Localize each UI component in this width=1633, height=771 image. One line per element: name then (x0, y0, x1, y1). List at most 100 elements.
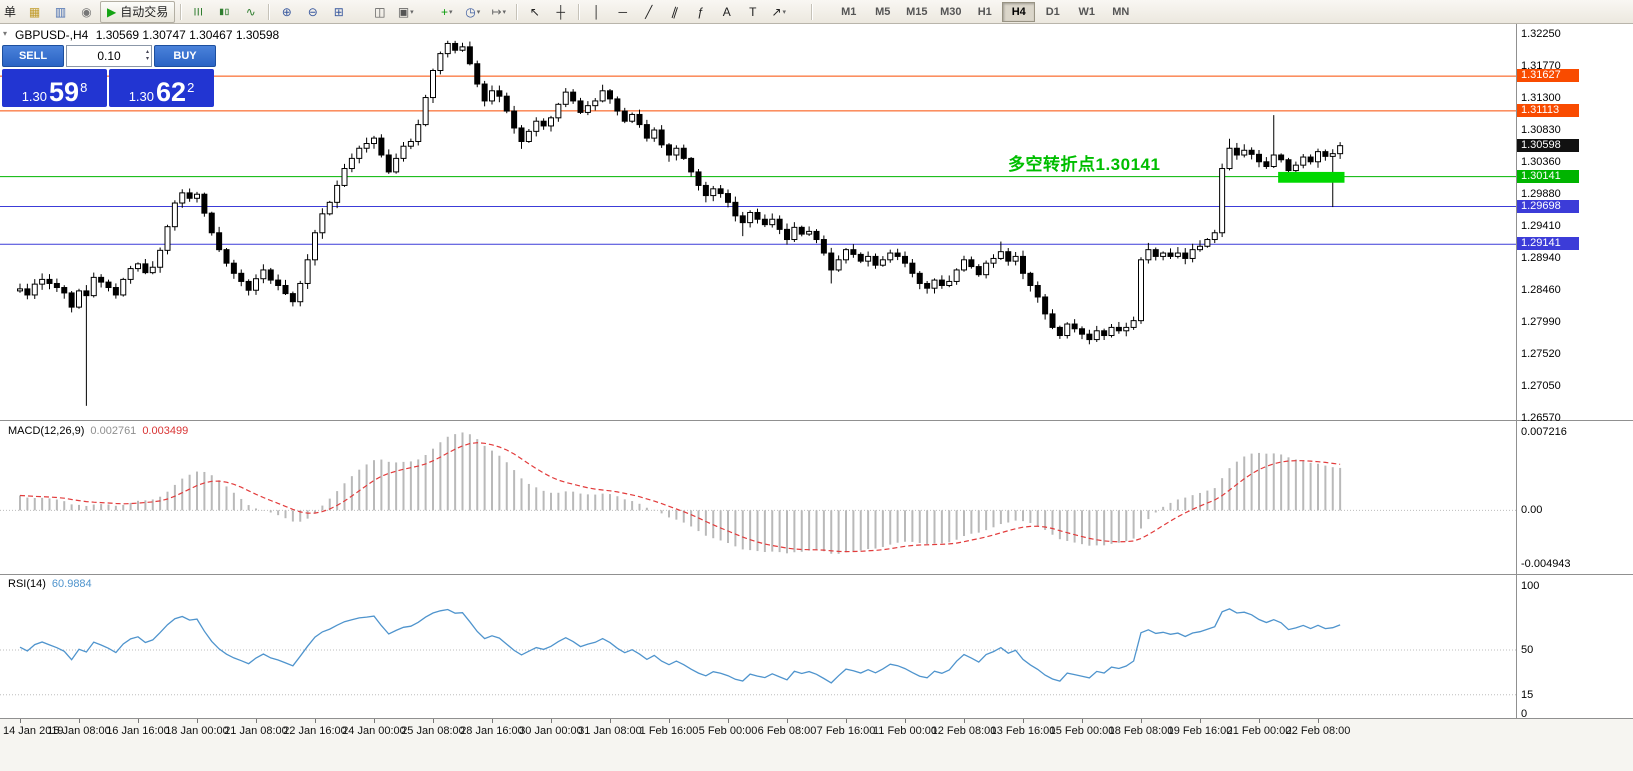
lot-increase-button[interactable]: ▴ (145, 49, 149, 55)
buy-price-display[interactable]: 1.30 62 2 (109, 69, 214, 107)
time-axis[interactable]: 14 Jan 2019 15 Jan 08:00 16 Jan 16:00 18 Ja… (0, 719, 1633, 771)
sell-price-display[interactable]: 1.30 59 8 (2, 69, 107, 107)
timeframe-button-h4[interactable]: H4 (1002, 1, 1036, 22)
text-button[interactable]: A (714, 1, 739, 23)
price-axis-label: 1.28940 (1521, 252, 1561, 264)
crosshair-button[interactable]: ┼ (548, 1, 573, 23)
lot-size-input[interactable]: 0.10 ▴ ▾ (66, 45, 152, 67)
bar-chart-icon: ||| (193, 6, 204, 16)
tile-windows-button[interactable]: ⊞ (326, 1, 351, 23)
zoom-in-button[interactable]: ⊕ (274, 1, 299, 23)
rsi-axis-label: 50 (1521, 644, 1534, 656)
rsi-axis-label: 0 (1521, 708, 1528, 720)
equidistant-channel-button[interactable]: ∥ (662, 1, 687, 23)
timeframe-button-m1[interactable]: M1 (841, 5, 857, 18)
templates-button[interactable]: ↦ ▾ (486, 1, 511, 23)
time-axis-tick (79, 719, 80, 723)
price-level-badge: 1.31113 (1517, 104, 1579, 117)
buy-button[interactable]: BUY (154, 45, 216, 67)
menu-item-order[interactable]: 单 (4, 5, 17, 19)
new-chart-icon: ▣ (397, 4, 410, 19)
text-label-button[interactable]: T (740, 1, 765, 23)
periods-button[interactable]: ◷ ▾ (460, 1, 485, 23)
candlestick-chart-button[interactable]: ▮▯ (212, 1, 237, 23)
trendline-button[interactable]: ╱ (636, 1, 661, 23)
price-axis-label: 1.29410 (1521, 220, 1561, 232)
buy-price-sup: 2 (187, 80, 195, 96)
time-axis-tick (964, 719, 965, 723)
autotrading-label: 自动交易 (120, 5, 169, 19)
dropdown-caret-icon: ▾ (502, 8, 507, 16)
one-click-prices-row: 1.30 59 8 1.30 62 2 (2, 69, 216, 107)
cascade-windows-button[interactable]: ◫ (367, 1, 392, 23)
sell-price-sup: 8 (80, 80, 88, 96)
time-axis-label: 5 Feb 00:00 (698, 725, 758, 737)
timeframe-button-mn[interactable]: MN (1112, 5, 1130, 18)
time-axis-label: 18 Feb 08:00 (1108, 725, 1174, 737)
new-chart-button[interactable]: ▣ ▾ (393, 1, 418, 23)
toolbar-separator (811, 3, 813, 20)
time-axis-label: 30 Jan 00:00 (519, 725, 583, 737)
navigator-button[interactable]: ◉ (74, 1, 99, 23)
time-axis-label: 21 Feb 00:00 (1226, 725, 1292, 737)
navigator-icon: ◉ (81, 4, 92, 19)
time-axis-tick (374, 719, 375, 723)
timeframe-button-d1[interactable]: D1 (1045, 5, 1060, 18)
timeframe-button-m5[interactable]: M5 (875, 5, 891, 18)
timeframe-button-w1[interactable]: W1 (1078, 5, 1096, 18)
autotrading-icon: ▶ (107, 4, 117, 19)
time-axis-tick (197, 719, 198, 723)
arrows-button[interactable]: ↗ ▾ (766, 1, 791, 23)
one-click-trading-panel: SELL 0.10 ▴ ▾ BUY 1.30 59 8 1.30 (2, 45, 216, 107)
timeframe-button-h1[interactable]: H1 (977, 5, 992, 18)
one-click-collapse-icon[interactable]: ▾ (3, 29, 8, 38)
rsi-title: RSI(14) (8, 578, 46, 590)
time-axis-label: 12 Feb 08:00 (931, 725, 997, 737)
rsi-axis-label: 100 (1521, 580, 1540, 592)
time-axis-tick (551, 719, 552, 723)
time-axis-tick (905, 719, 906, 723)
chart-window-button[interactable]: ▥ (48, 1, 73, 23)
lot-decrease-button[interactable]: ▾ (145, 56, 149, 62)
zoom-out-button[interactable]: ⊖ (300, 1, 325, 23)
horizontal-line-button[interactable]: ─ (610, 1, 635, 23)
dropdown-caret-icon: ▾ (449, 8, 453, 16)
vertical-line-button[interactable]: │ (584, 1, 609, 23)
chart-canvas[interactable] (0, 24, 1633, 771)
timeframe-button-m15[interactable]: M15 (906, 5, 928, 18)
time-axis-label: 31 Jan 08:00 (578, 725, 642, 737)
sell-button[interactable]: SELL (2, 45, 64, 67)
time-axis-tick (610, 719, 611, 723)
time-axis-label: 22 Jan 16:00 (283, 725, 347, 737)
time-axis-label: 24 Jan 00:00 (342, 725, 406, 737)
price-axis-label: 1.27520 (1521, 348, 1561, 360)
indicators-button[interactable]: + ▾ (434, 1, 459, 23)
time-axis-tick (1318, 719, 1319, 723)
new-order-button[interactable]: ▦ (22, 1, 47, 23)
time-axis-label: 13 Feb 16:00 (990, 725, 1056, 737)
fibonacci-button[interactable]: ƒ (688, 1, 713, 23)
bar-chart-button[interactable]: ||| (186, 1, 211, 23)
toolbar: 单 ▦ ▥ ◉ ▶ 自动交易 ||| ▮▯ ∿ ⊕ ⊖ ⊞ ◫ ▣ ▾ + ▾ ◷ ▾ ↦ ▾ ↖ ┼ │ ─ ╱ ∥ ƒ A T ↗ ▾ M… (0, 0, 1633, 24)
current-price-badge: 1.30598 (1517, 139, 1579, 152)
sell-price-prefix: 1.30 (21, 88, 48, 104)
rsi-axis-label: 15 (1521, 689, 1534, 701)
text-label-icon: T (749, 4, 757, 19)
line-chart-button[interactable]: ∿ (238, 1, 263, 23)
dropdown-caret-icon: ▾ (476, 8, 481, 16)
chart-symbol-period: GBPUSD-,H4 (15, 28, 89, 42)
candlestick-chart-icon: ▮▯ (219, 6, 231, 16)
autotrading-button[interactable]: ▶ 自动交易 (100, 0, 176, 23)
cursor-button[interactable]: ↖ (522, 1, 547, 23)
time-axis-tick (492, 719, 493, 723)
chart-window-icon: ▥ (54, 4, 67, 19)
rsi-indicator-label: RSI(14) 60.9884 (8, 578, 92, 590)
price-axis-label: 1.31300 (1521, 92, 1561, 104)
one-click-buttons-row: SELL 0.10 ▴ ▾ BUY (2, 45, 216, 67)
price-axis-label: 1.27050 (1521, 380, 1561, 392)
price-axis-label: 1.29880 (1521, 188, 1561, 200)
buy-price-big: 62 (156, 77, 187, 108)
sell-price-big: 59 (49, 77, 80, 108)
timeframe-button-m30[interactable]: M30 (940, 5, 962, 18)
cascade-windows-icon: ◫ (374, 4, 386, 19)
